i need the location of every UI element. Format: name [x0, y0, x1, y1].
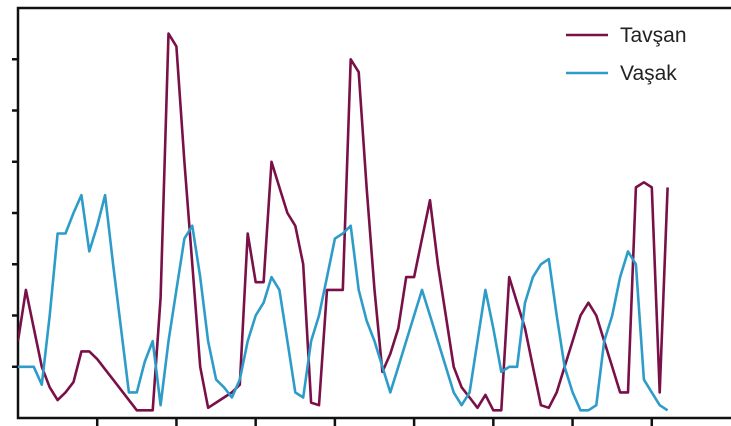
axes — [12, 6, 731, 426]
series-line-vasak — [18, 193, 669, 412]
legend-label-vasak: Vaşak — [620, 62, 677, 85]
legend-label-tavsan: Tavşan — [620, 24, 687, 47]
legend: Tavşan Vaşak — [566, 24, 687, 85]
plot-area — [18, 32, 669, 412]
series-line-tavsan — [18, 32, 669, 412]
